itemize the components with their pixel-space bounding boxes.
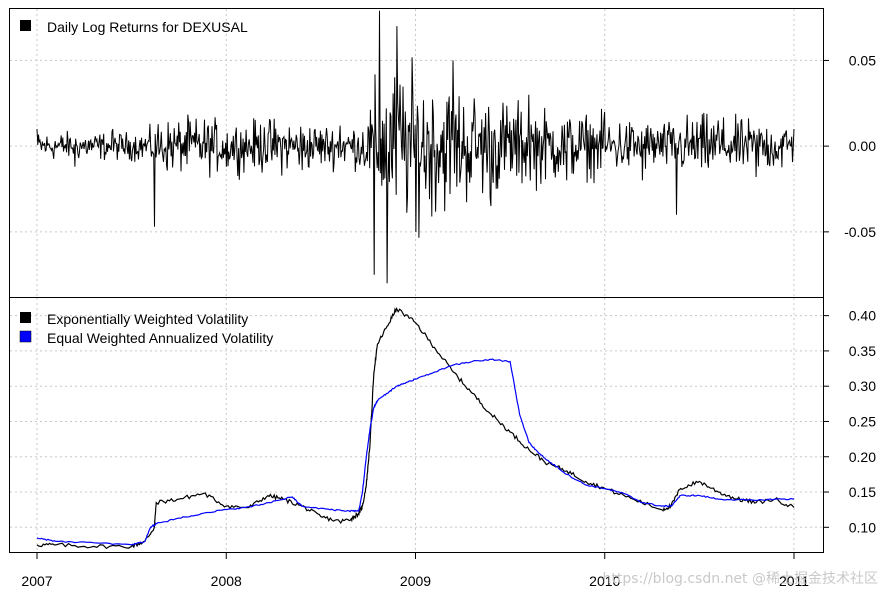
x-tick-label: 2007 [21,573,52,589]
y-tick-label-volatility: 0.25 [849,413,876,429]
x-tick-label: 2011 [779,573,809,589]
series-daily-log-returns [36,10,795,284]
watermark: https://blog.csdn.net @稀土掘金技术社区 [602,571,879,587]
series-exponentially-weighted-volatility [36,306,795,550]
eqw-legend-swatch [19,330,32,343]
ewv-legend-label: Exponentially Weighted Volatility [47,311,248,327]
x-tick-label: 2009 [400,573,431,589]
y-tick-label-returns: 0.00 [849,138,876,154]
x-tick-label: 2008 [211,573,242,589]
returns-legend: Daily Log Returns for DEXUSAL [20,19,248,35]
y-tick-label-volatility: 0.30 [849,378,876,394]
series-equal-weighted-annualized-volatility [36,358,795,546]
y-tick-label-returns: -0.05 [844,224,876,240]
y-tick-label-volatility: 0.10 [849,519,876,535]
eqw-legend-label: Equal Weighted Annualized Volatility [47,330,273,346]
y-tick-label-volatility: 0.15 [849,484,876,500]
series-layer [36,10,795,550]
returns-legend-swatch [20,20,31,31]
volatility-legend: Exponentially Weighted Volatility Equal … [19,311,273,346]
axis-layer: 2007 2008 2009 2010 2011 0.05 0.00 -0.05 0.40 0.3… [21,52,876,589]
ewv-legend-swatch [20,312,31,323]
y-tick-label-returns: 0.05 [849,52,876,68]
y-tick-label-volatility: 0.35 [849,343,876,359]
x-tick-label: 2010 [589,573,620,589]
grid-layer [10,9,823,552]
y-tick-label-volatility: 0.20 [849,449,876,465]
y-tick-label-volatility: 0.40 [849,308,876,324]
returns-legend-label: Daily Log Returns for DEXUSAL [47,19,248,35]
